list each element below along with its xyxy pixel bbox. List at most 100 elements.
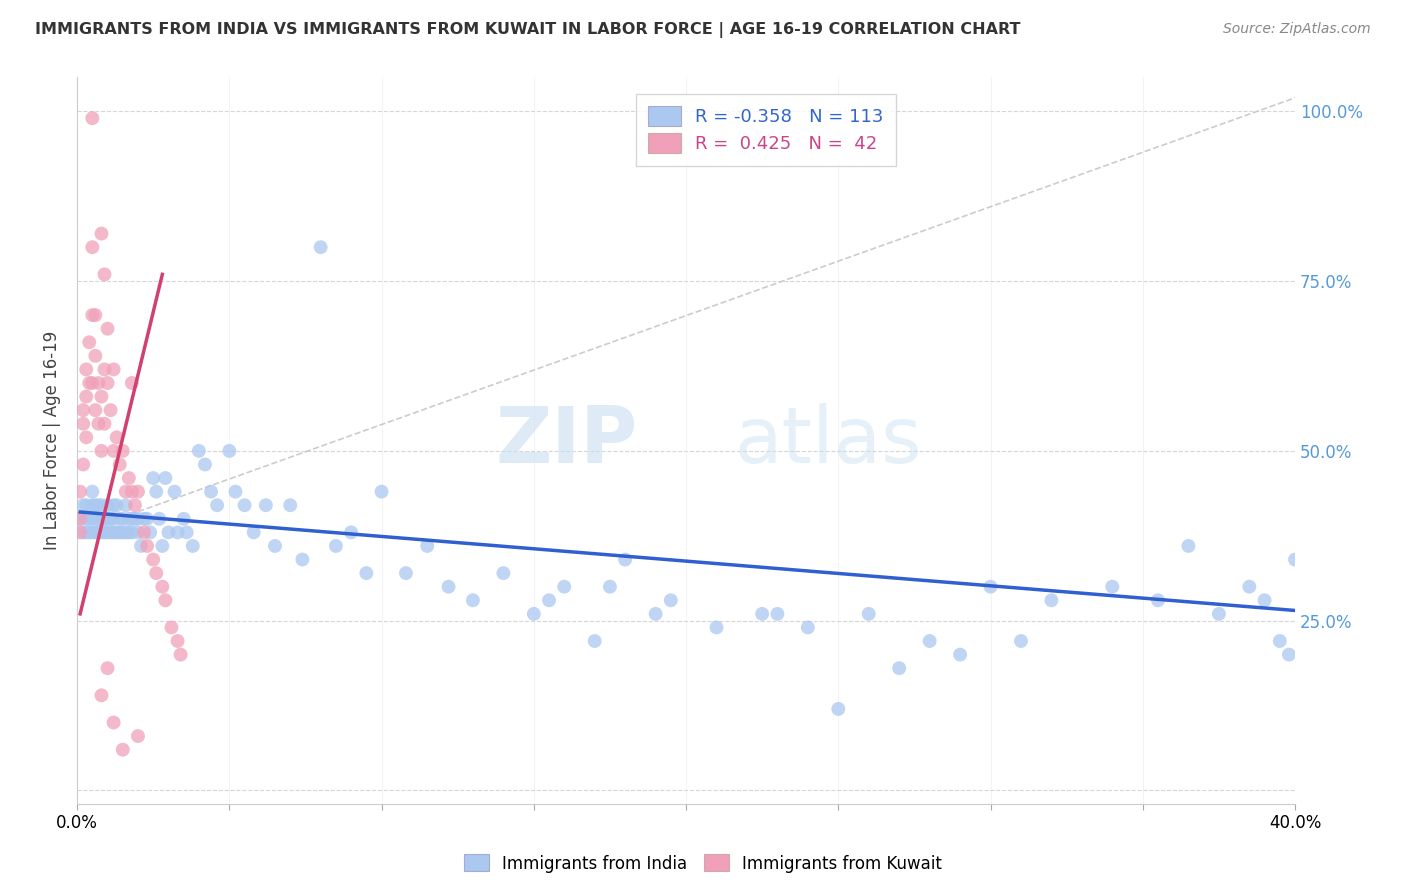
Point [118, 471, 141, 485]
Point [84, 525, 107, 540]
Point [90, 498, 112, 512]
Point [111, 443, 134, 458]
Point [1268, 634, 1291, 648]
Point [82, 376, 104, 390]
Point [96, 525, 118, 540]
Point [148, 512, 170, 526]
Point [84, 512, 107, 526]
Point [142, 471, 165, 485]
Point [124, 498, 146, 512]
Point [111, 512, 134, 526]
Point [108, 458, 131, 472]
Point [75, 362, 97, 376]
Point [1278, 648, 1301, 662]
Point [82, 498, 104, 512]
Point [100, 525, 122, 540]
Point [416, 539, 439, 553]
Text: IMMIGRANTS FROM INDIA VS IMMIGRANTS FROM KUWAIT IN LABOR FORCE | AGE 16-19 CORRE: IMMIGRANTS FROM INDIA VS IMMIGRANTS FROM… [35, 22, 1021, 38]
Point [340, 525, 363, 540]
Point [181, 539, 204, 553]
Point [90, 525, 112, 540]
Point [96, 321, 118, 335]
Point [103, 362, 125, 376]
Point [105, 498, 128, 512]
Point [93, 268, 115, 282]
Point [889, 661, 911, 675]
Point [105, 525, 128, 540]
Point [82, 308, 104, 322]
Point [858, 607, 880, 621]
Y-axis label: In Labor Force | Age 16-19: In Labor Force | Age 16-19 [44, 331, 60, 550]
Point [90, 227, 112, 241]
Point [96, 376, 118, 390]
Point [614, 552, 637, 566]
Point [72, 403, 94, 417]
Point [100, 512, 122, 526]
Point [77, 376, 100, 390]
Point [82, 512, 104, 526]
Point [461, 593, 484, 607]
Point [1253, 593, 1275, 607]
Point [103, 715, 125, 730]
Point [166, 634, 188, 648]
Point [157, 525, 180, 540]
Point [218, 443, 240, 458]
Point [224, 484, 246, 499]
Point [176, 525, 198, 540]
Point [242, 525, 264, 540]
Point [766, 607, 789, 621]
Point [121, 484, 143, 499]
Point [108, 525, 131, 540]
Point [69, 512, 91, 526]
Point [139, 525, 162, 540]
Point [200, 484, 222, 499]
Point [1208, 607, 1230, 621]
Point [492, 566, 515, 581]
Point [395, 566, 418, 581]
Point [160, 620, 183, 634]
Point [75, 525, 97, 540]
Point [194, 458, 217, 472]
Point [103, 443, 125, 458]
Point [93, 417, 115, 431]
Point [84, 349, 107, 363]
Point [706, 620, 728, 634]
Point [127, 484, 149, 499]
Point [132, 525, 155, 540]
Point [136, 539, 159, 553]
Point [1010, 634, 1032, 648]
Point [75, 512, 97, 526]
Point [797, 620, 820, 634]
Point [114, 484, 136, 499]
Point [82, 240, 104, 254]
Point [72, 458, 94, 472]
Point [254, 498, 277, 512]
Point [72, 498, 94, 512]
Point [437, 580, 460, 594]
Text: atlas: atlas [735, 402, 922, 479]
Point [173, 512, 195, 526]
Point [553, 580, 575, 594]
Point [75, 430, 97, 444]
Point [163, 484, 186, 499]
Point [309, 240, 332, 254]
Point [87, 417, 110, 431]
Point [90, 390, 112, 404]
Point [169, 648, 191, 662]
Point [325, 539, 347, 553]
Point [1101, 580, 1123, 594]
Point [129, 539, 152, 553]
Point [980, 580, 1002, 594]
Point [1147, 593, 1170, 607]
Point [96, 661, 118, 675]
Point [111, 742, 134, 756]
Point [136, 512, 159, 526]
Point [751, 607, 773, 621]
Point [150, 539, 173, 553]
Point [90, 512, 112, 526]
Point [205, 498, 228, 512]
Point [124, 512, 146, 526]
Text: ZIP: ZIP [495, 402, 637, 479]
Point [108, 512, 131, 526]
Point [145, 484, 167, 499]
